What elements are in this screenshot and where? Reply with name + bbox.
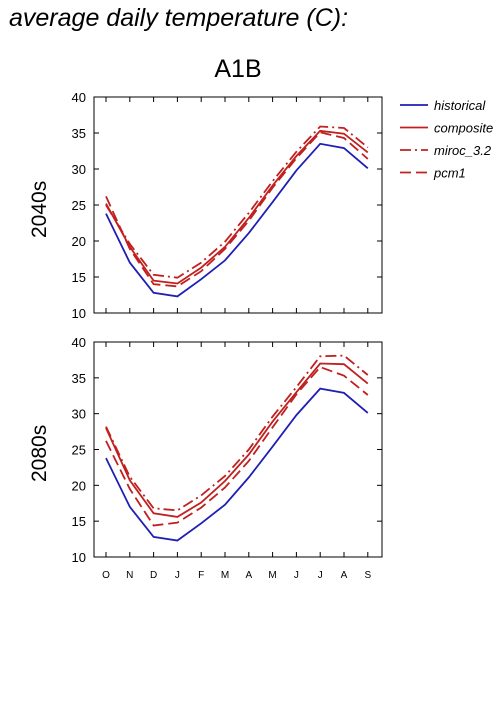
series-line-composite-2080s — [105, 362, 369, 518]
x-tick-label: M — [221, 570, 229, 581]
series-line-historical-2040s — [105, 142, 369, 298]
x-tick-label: O — [102, 570, 110, 581]
series-line-miroc_3.2-2040s — [105, 125, 369, 279]
y-tick-label: 15 — [72, 270, 86, 285]
x-tick-label: A — [245, 570, 252, 581]
series-line-miroc_3.2-2080s — [105, 354, 369, 512]
y-tick-label: 20 — [72, 234, 86, 249]
y-tick-label: 25 — [72, 198, 86, 213]
series-line-composite-2040s — [105, 129, 369, 285]
series-line-pcm1-2040s — [105, 131, 369, 288]
x-tick-label: N — [126, 570, 133, 581]
y-tick-label: 35 — [72, 371, 86, 386]
y-tick-label: 30 — [72, 407, 86, 422]
x-tick-label: J — [175, 570, 180, 581]
y-tick-label: 40 — [72, 335, 86, 350]
y-tick-label: 10 — [72, 306, 86, 321]
y-tick-label: 15 — [72, 514, 86, 529]
y-tick-label: 25 — [72, 443, 86, 458]
legend-label-miroc_3.2: miroc_3.2 — [434, 143, 492, 158]
series-line-pcm1-2080s — [105, 366, 369, 527]
x-tick-label: J — [294, 570, 299, 581]
legend-label-composite: composite — [434, 121, 493, 136]
y-tick-label: 40 — [72, 90, 86, 105]
x-tick-label: S — [364, 570, 371, 581]
x-tick-label: M — [268, 570, 276, 581]
series-line-historical-2080s — [105, 387, 369, 542]
y-tick-label: 20 — [72, 478, 86, 493]
page-title: average daily temperature (C): — [9, 4, 349, 32]
x-tick-label: J — [318, 570, 323, 581]
y-tick-label: 30 — [72, 162, 86, 177]
scenario-title: A1B — [214, 55, 262, 83]
y-tick-label: 10 — [72, 550, 86, 565]
y-tick-label: 35 — [72, 126, 86, 141]
x-tick-label: A — [341, 570, 348, 581]
legend-label-historical: historical — [434, 98, 486, 113]
legend-label-pcm1: pcm1 — [433, 166, 466, 181]
x-tick-label: F — [198, 570, 204, 581]
x-tick-label: D — [150, 570, 157, 581]
plot-frame-2040s — [93, 96, 383, 314]
